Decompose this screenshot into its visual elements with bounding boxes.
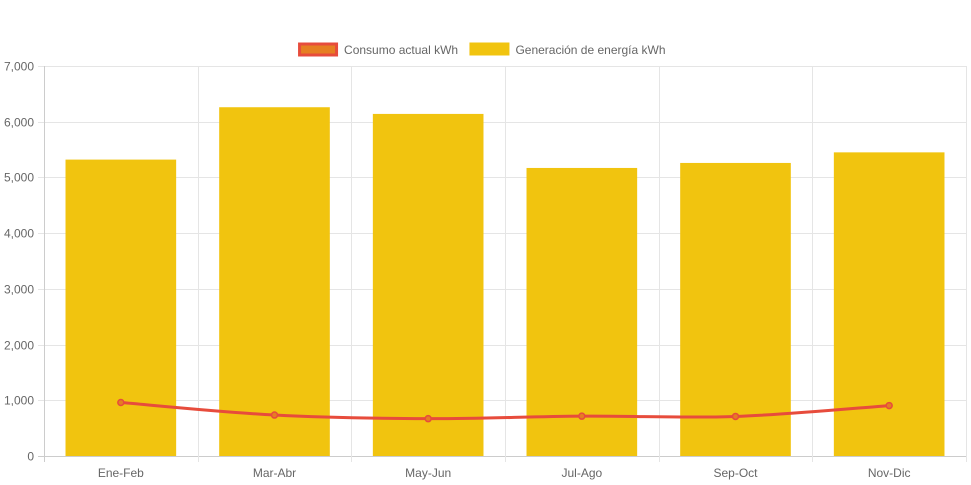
bar[interactable]: [680, 162, 791, 456]
y-tick-label: 5,000: [4, 171, 34, 185]
legend-label[interactable]: Consumo actual kWh: [344, 43, 458, 57]
legend-swatch-consumo: [298, 42, 339, 57]
x-tick-label: Ene-Feb: [98, 466, 144, 480]
x-tick-label: Sep-Oct: [713, 466, 758, 480]
line-point[interactable]: [578, 412, 586, 420]
series-line: [120, 401, 890, 421]
line-point[interactable]: [117, 398, 125, 407]
y-tick-label: 6,000: [4, 116, 34, 130]
y-tick-label: 0: [27, 450, 34, 464]
x-tick-label: Jul-Ago: [561, 466, 602, 480]
bar-series: [65, 107, 945, 457]
bar[interactable]: [372, 113, 484, 457]
x-tick-label: May-Jun: [405, 466, 451, 480]
chart-legend[interactable]: Consumo actual kWh Generación de energía …: [298, 42, 666, 58]
y-tick-label: 7,000: [4, 60, 34, 74]
x-tick-label: Nov-Dic: [868, 466, 911, 480]
bar[interactable]: [65, 159, 177, 456]
legend-label[interactable]: Generación de energía kWh: [515, 43, 665, 57]
y-axis: 0 1,000 2,000 3,000 4,000 5,000 6,000 7,000: [4, 60, 34, 464]
x-axis: Ene-Feb Mar-Abr May-Jun Jul-Ago Sep-Oct Nov-D…: [98, 466, 911, 480]
bar[interactable]: [219, 107, 330, 456]
legend-swatch-generacion: [469, 42, 510, 56]
line-point[interactable]: [731, 412, 740, 421]
line-point[interactable]: [885, 401, 893, 410]
y-tick-label: 1,000: [4, 394, 34, 408]
line-point[interactable]: [424, 414, 432, 423]
bar[interactable]: [833, 152, 945, 456]
chart-grid: [38, 66, 967, 462]
y-tick-label: 2,000: [4, 339, 34, 353]
x-tick-label: Mar-Abr: [253, 466, 296, 480]
line-series: [117, 398, 893, 423]
bar[interactable]: [526, 167, 638, 456]
y-tick-label: 3,000: [4, 283, 34, 297]
y-tick-label: 4,000: [4, 227, 34, 241]
line-point[interactable]: [270, 411, 279, 419]
